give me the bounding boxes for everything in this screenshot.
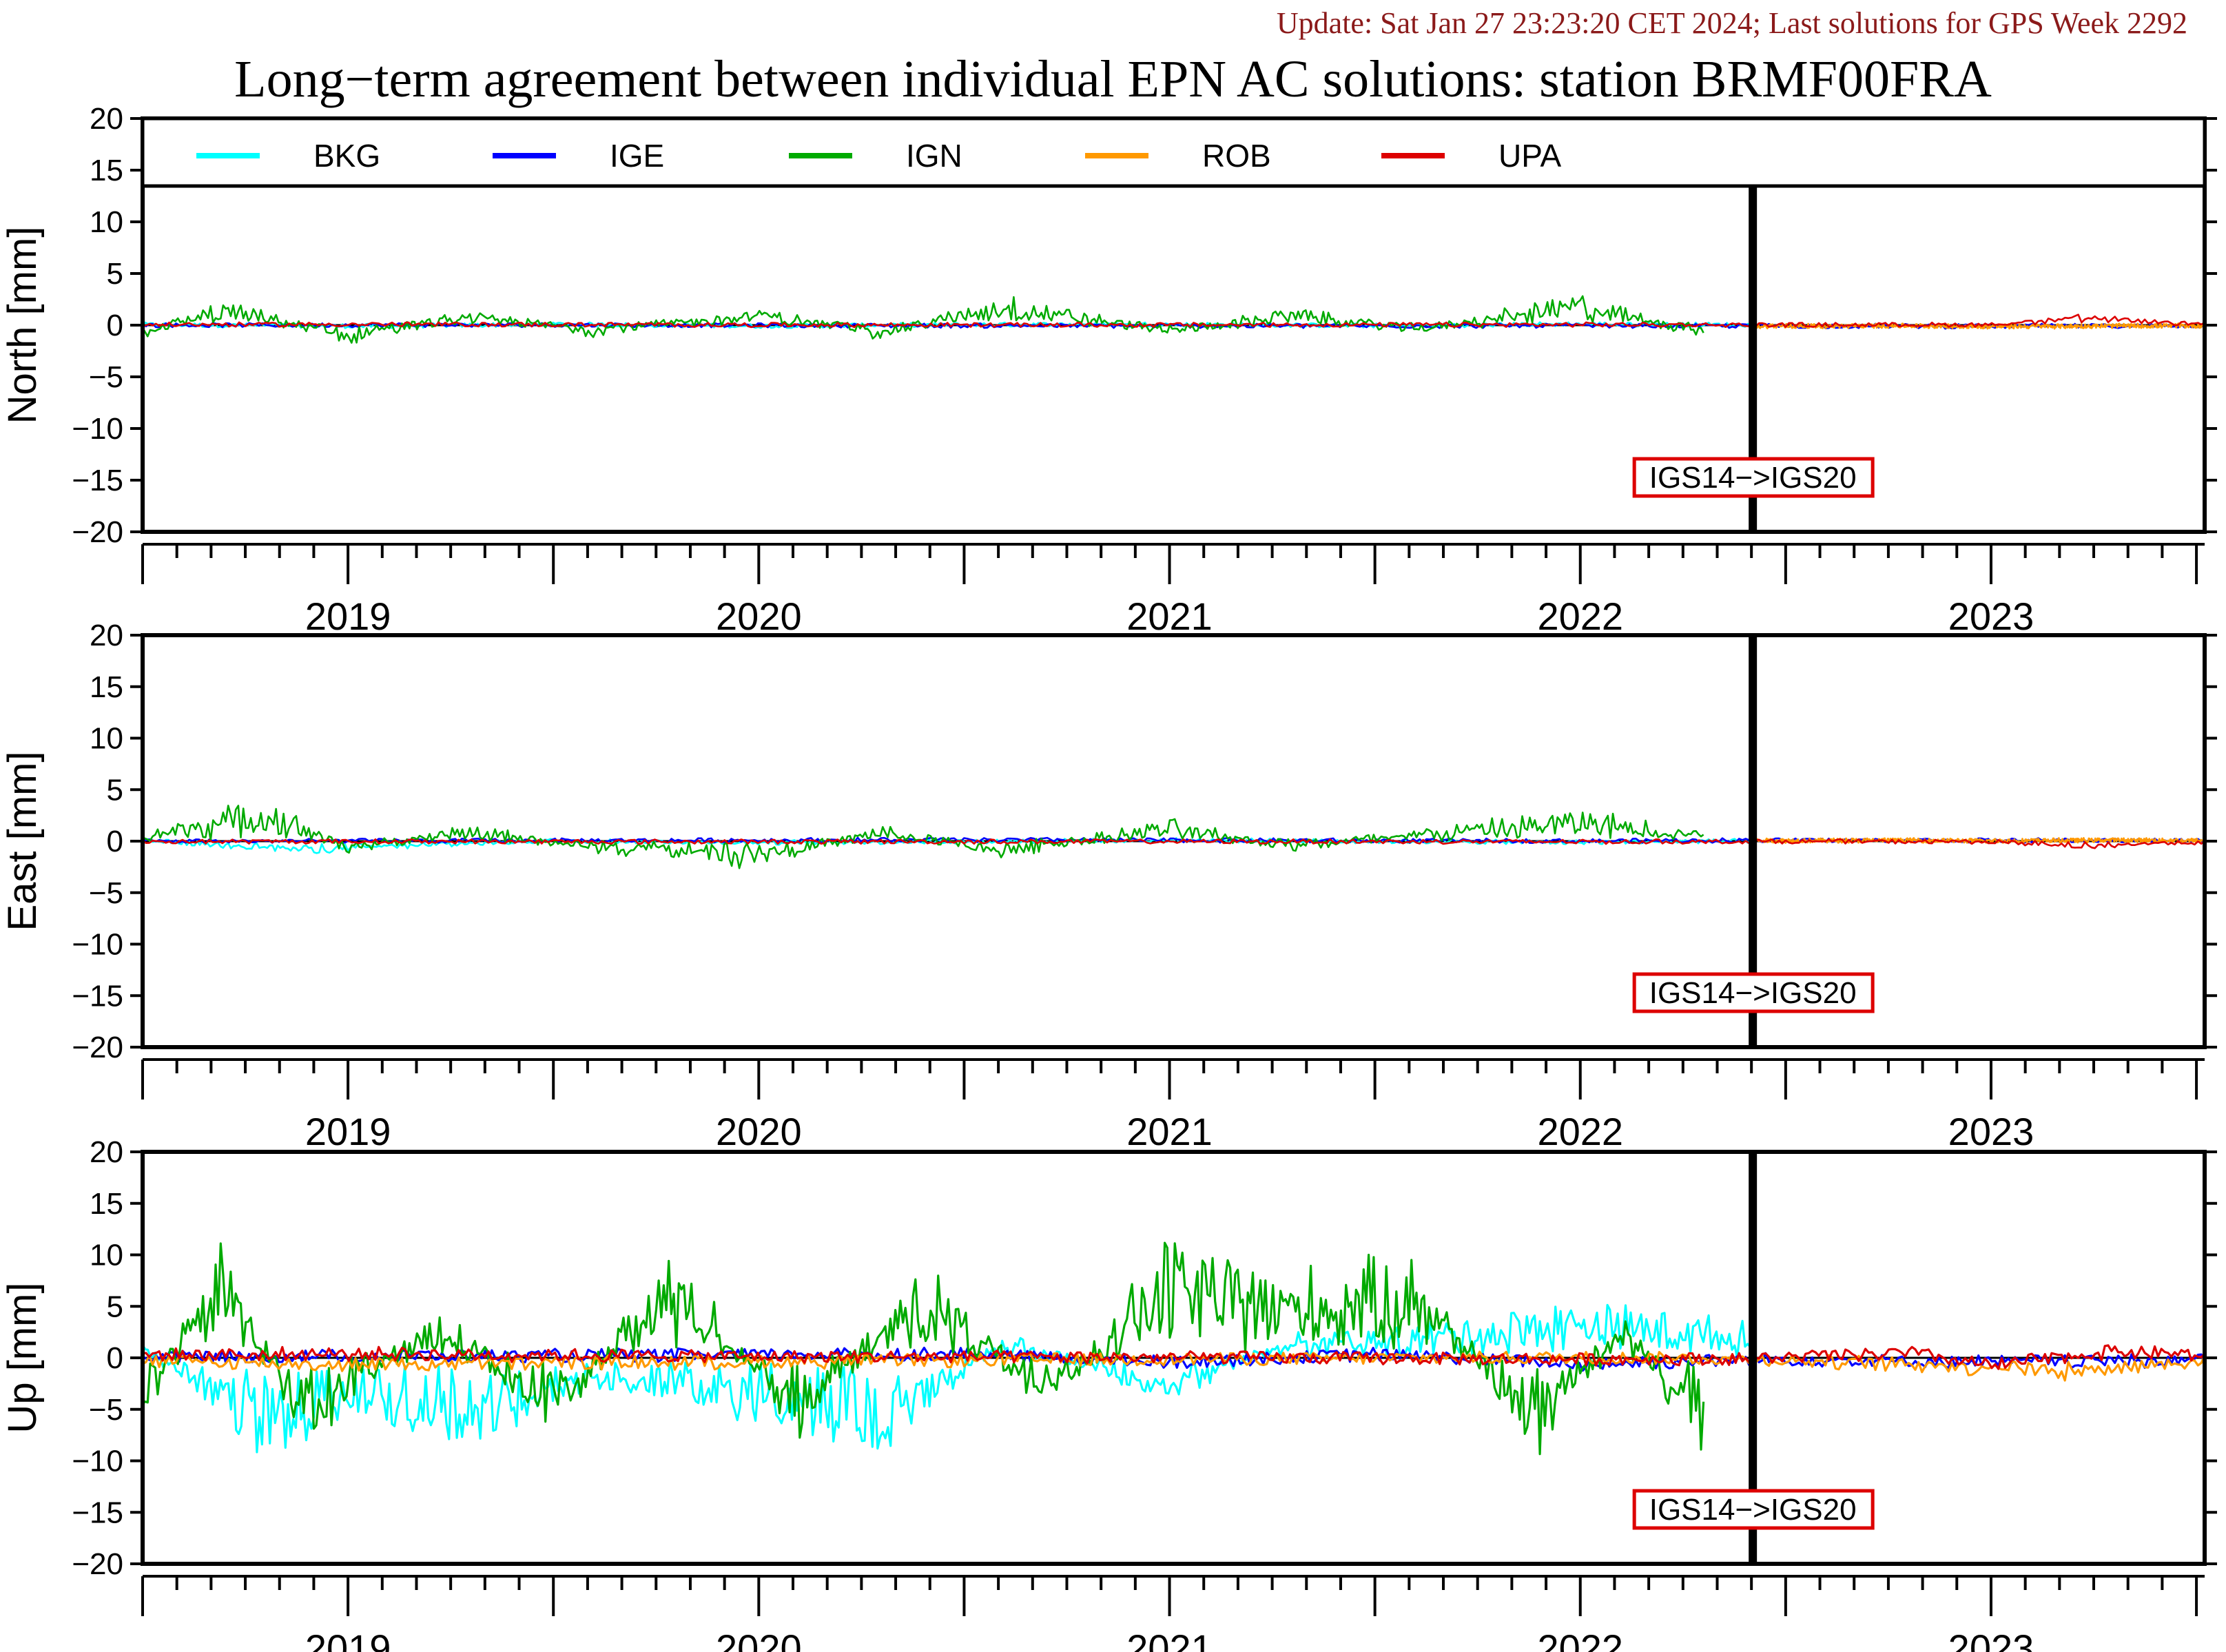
y-tick-label: −5 <box>89 360 123 394</box>
x-year-label: 2019 <box>305 1110 391 1153</box>
y-tick-label: 10 <box>90 722 123 756</box>
y-tick-label: −15 <box>72 1496 123 1529</box>
y-tick-label: 10 <box>90 1239 123 1272</box>
plot-frame <box>141 1150 2207 1566</box>
panel-north: 20 15 10 5 0 −5 −10 −15 −20 North [mm] BKG IGE IGN RO… <box>0 102 2217 638</box>
y-tick-label: −10 <box>72 1445 123 1478</box>
y-tick-label: −10 <box>72 928 123 962</box>
x-year-label: 2022 <box>1537 1627 1623 1652</box>
x-year-label: 2023 <box>1948 1110 2034 1153</box>
frame-change-box <box>1632 1489 1875 1530</box>
series-ign-line <box>143 805 1704 869</box>
y-axis-label: East [mm] <box>0 751 45 931</box>
update-timestamp: Update: Sat Jan 27 23:23:20 CET 2024; La… <box>1276 6 2187 40</box>
y-tick-label: 0 <box>107 309 123 342</box>
y-tick-label: −5 <box>89 1393 123 1427</box>
y-tick-label: 15 <box>90 154 123 187</box>
y-tick-label: 0 <box>107 1341 123 1375</box>
x-year-label: 2021 <box>1126 1627 1213 1652</box>
legend-label-ige: IGE <box>610 138 664 174</box>
series-upa-line <box>143 1344 2205 1370</box>
legend-label-rob: ROB <box>1202 138 1271 174</box>
series-ign-line <box>143 295 1704 344</box>
series-group <box>143 805 2205 869</box>
series-upa-line <box>143 838 2205 849</box>
y-tick-label: −15 <box>72 979 123 1013</box>
y-tick-label: 5 <box>107 1290 123 1323</box>
legend-label-bkg: BKG <box>313 138 380 174</box>
x-year-label: 2020 <box>716 1627 802 1652</box>
x-year-label: 2023 <box>1948 1627 2034 1652</box>
y-axis-label: Up [mm] <box>0 1282 45 1433</box>
x-year-label: 2023 <box>1948 595 2034 638</box>
series-group <box>143 1241 2205 1456</box>
y-tick-label: −20 <box>72 1547 123 1581</box>
y-tick-label: 15 <box>90 670 123 704</box>
panel-up: 20 15 10 5 0 −5 −10 −15 −20 Up [mm] IGS14−>IGS20 20… <box>0 1135 2217 1652</box>
legend-label-ign: IGN <box>906 138 962 174</box>
y-tick-label: 5 <box>107 257 123 291</box>
y-tick-label: 15 <box>90 1187 123 1221</box>
y-tick-label: 20 <box>90 1135 123 1169</box>
series-bkg-line <box>143 1303 1754 1454</box>
x-year-label: 2022 <box>1537 595 1623 638</box>
y-tick-label: −10 <box>72 412 123 446</box>
frame-change-label: IGS14−>IGS20 <box>1649 1493 1857 1527</box>
frame-change-label: IGS14−>IGS20 <box>1649 461 1857 495</box>
series-group <box>143 295 2205 344</box>
x-year-label: 2019 <box>305 1627 391 1652</box>
series-upa-line <box>143 313 2205 329</box>
y-tick-label: 20 <box>90 102 123 136</box>
y-tick-label: 0 <box>107 825 123 858</box>
x-year-label: 2022 <box>1537 1110 1623 1153</box>
x-year-label: 2019 <box>305 595 391 638</box>
legend-label-upa: UPA <box>1498 138 1561 174</box>
y-tick-label: −5 <box>89 876 123 910</box>
y-tick-label: 10 <box>90 205 123 239</box>
y-axis-label: North [mm] <box>0 227 45 424</box>
chart-title: Long−term agreement between individual E… <box>234 50 1992 108</box>
y-tick-label: −20 <box>72 515 123 549</box>
series-ige-line <box>143 836 2205 845</box>
y-tick-label: 20 <box>90 619 123 652</box>
series-rob-line <box>143 1350 2205 1382</box>
y-tick-label: −15 <box>72 464 123 497</box>
frame-change-box <box>1632 972 1875 1013</box>
panel-east: 20 15 10 5 0 −5 −10 −15 −20 East [mm] IGS14−>IGS20… <box>0 619 2217 1153</box>
y-tick-label: −20 <box>72 1031 123 1064</box>
plot-frame <box>141 633 2207 1049</box>
frame-change-label: IGS14−>IGS20 <box>1649 976 1857 1010</box>
x-year-label: 2020 <box>716 1110 802 1153</box>
x-year-label: 2021 <box>1126 1110 1213 1153</box>
frame-change-box <box>1632 457 1875 498</box>
y-tick-label: 5 <box>107 773 123 807</box>
x-year-label: 2020 <box>716 595 802 638</box>
legend-box <box>141 116 2207 188</box>
x-year-label: 2021 <box>1126 595 1213 638</box>
